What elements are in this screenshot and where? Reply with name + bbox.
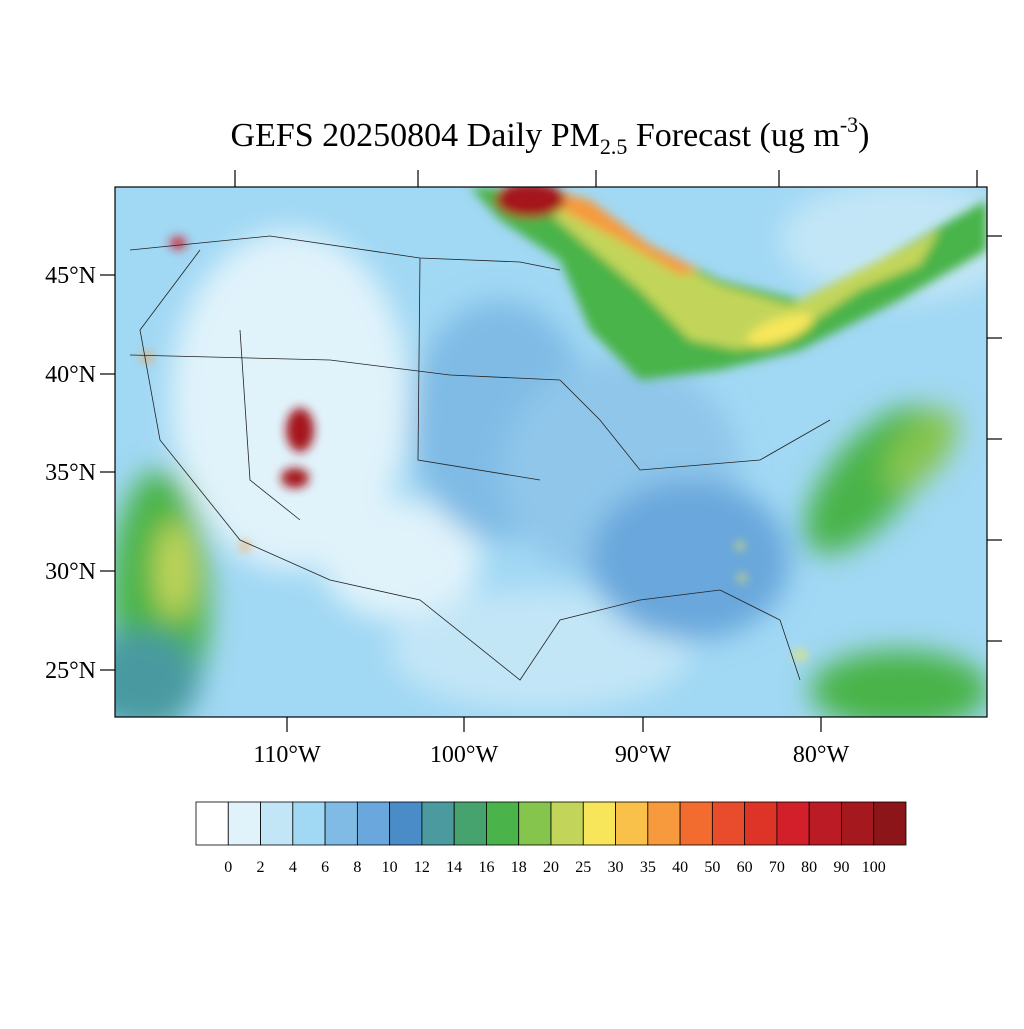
map-field bbox=[115, 187, 987, 717]
colorbar-label: 100 bbox=[862, 859, 886, 876]
lat-label: 25°N bbox=[45, 658, 96, 684]
colorbar-box bbox=[324, 801, 358, 846]
colorbar-label: 4 bbox=[289, 859, 297, 876]
colorbar-box bbox=[227, 801, 261, 846]
colorbar-box bbox=[195, 801, 229, 846]
colorbar-box bbox=[615, 801, 649, 846]
colorbar-box bbox=[679, 801, 713, 846]
title-main: GEFS 20250804 Daily PM bbox=[231, 117, 600, 154]
colorbar-label: 80 bbox=[801, 859, 817, 876]
lat-label: 40°N bbox=[45, 362, 96, 388]
colorbar-label: 18 bbox=[511, 859, 527, 876]
lon-label: 100°W bbox=[430, 742, 499, 768]
title-end: ) bbox=[858, 117, 869, 154]
colorbar-label: 70 bbox=[769, 859, 785, 876]
lat-label: 45°N bbox=[45, 263, 96, 289]
colorbar-box bbox=[356, 801, 391, 846]
colorbar-label: 35 bbox=[640, 859, 656, 876]
colorbar-box bbox=[292, 801, 326, 846]
colorbar-box bbox=[873, 801, 907, 846]
title-sub: 2.5 bbox=[600, 134, 628, 159]
colorbar-label: 20 bbox=[543, 859, 559, 876]
colorbar-label: 16 bbox=[478, 859, 494, 876]
lon-label: 110°W bbox=[253, 742, 321, 768]
colorbar-label: 60 bbox=[737, 859, 753, 876]
colorbar-label: 14 bbox=[446, 859, 462, 876]
lat-label: 30°N bbox=[45, 559, 96, 585]
colorbar-box bbox=[260, 801, 294, 846]
colorbar-label: 30 bbox=[608, 859, 624, 876]
colorbar-label: 10 bbox=[382, 859, 398, 876]
lon-label: 90°W bbox=[615, 742, 672, 768]
colorbar-label: 50 bbox=[704, 859, 720, 876]
colorbar-label: 6 bbox=[321, 859, 329, 876]
colorbar-label: 12 bbox=[414, 859, 430, 876]
title-sup: -3 bbox=[840, 112, 858, 137]
colorbar-box bbox=[486, 801, 520, 846]
colorbar-box bbox=[841, 801, 875, 846]
colorbar-label: 0 bbox=[224, 859, 232, 876]
lon-label: 80°W bbox=[793, 742, 850, 768]
title: GEFS 20250804 Daily PM2.5 Forecast (ug m… bbox=[231, 112, 870, 159]
map-frame bbox=[114, 186, 988, 718]
colorbar-box bbox=[421, 801, 455, 846]
colorbar-box bbox=[453, 801, 487, 846]
colorbar-box bbox=[518, 801, 552, 846]
colorbar-box bbox=[776, 801, 810, 846]
axis-labels: 45°N 40°N 35°N 30°N 25°N 110°W 100°W 90°W 80°W bbox=[45, 263, 849, 768]
colorbar: 0 2 4 6 8 10 12 14 16 18 20 25 30 35 40 50 60 70 80 90 100 bbox=[195, 801, 907, 876]
colorbar-label: 90 bbox=[833, 859, 849, 876]
colorbar-box bbox=[711, 801, 746, 846]
colorbar-label: 25 bbox=[575, 859, 591, 876]
colorbar-box bbox=[550, 801, 584, 846]
lat-label: 35°N bbox=[45, 460, 96, 486]
frame-ticks bbox=[100, 170, 1002, 732]
colorbar-box bbox=[808, 801, 842, 846]
colorbar-box bbox=[647, 801, 681, 846]
colorbar-label: 8 bbox=[353, 859, 361, 876]
title-rest: Forecast (ug m bbox=[627, 117, 839, 154]
colorbar-box bbox=[582, 801, 616, 846]
boundaries bbox=[129, 235, 831, 681]
colorbar-label: 2 bbox=[257, 859, 265, 876]
colorbar-box bbox=[389, 801, 423, 846]
colorbar-box bbox=[744, 801, 778, 846]
colorbar-label: 40 bbox=[672, 859, 688, 876]
